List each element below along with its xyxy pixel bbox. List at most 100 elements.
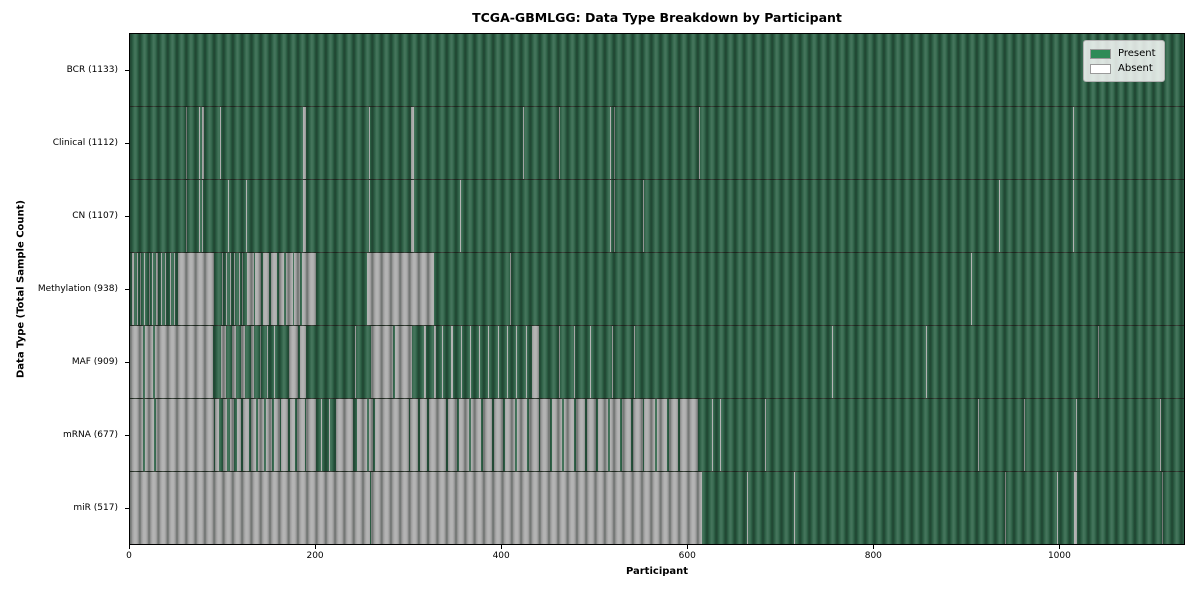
legend-item-absent: Absent (1090, 61, 1156, 76)
absent-segment (354, 326, 356, 398)
y-tick-label-mRNA: mRNA (677) (63, 430, 118, 441)
absent-segment (131, 253, 134, 325)
absent-segment (155, 326, 213, 398)
absent-segment (301, 253, 316, 325)
absent-segment (297, 399, 305, 471)
y-tick-mark (125, 289, 129, 290)
absent-segment (1004, 472, 1006, 544)
absent-segment (451, 326, 454, 398)
x-tick-label-0: 0 (126, 551, 132, 561)
absent-segment (228, 180, 230, 252)
y-tick-label-Clinical: Clinical (1112) (52, 137, 118, 148)
absent-segment (613, 107, 615, 179)
absent-segment (232, 326, 236, 398)
absent-segment (302, 107, 306, 179)
absent-segment (165, 253, 167, 325)
y-tick-label-Methylation: Methylation (938) (37, 284, 118, 294)
y-tick-label-miR: miR (517) (73, 503, 118, 514)
absent-segment (273, 326, 275, 398)
absent-segment (368, 180, 370, 252)
absent-segment (246, 180, 248, 252)
absent-swatch (1090, 63, 1111, 74)
absent-segment (644, 399, 655, 471)
absent-segment (1056, 472, 1058, 544)
absent-segment (156, 253, 158, 325)
absent-segment (258, 399, 264, 471)
absent-segment (356, 399, 367, 471)
absent-segment (288, 326, 299, 398)
absent-segment (622, 399, 632, 471)
absent-segment (371, 326, 393, 398)
absent-segment (202, 180, 204, 252)
absent-segment (173, 253, 175, 325)
absent-segment (633, 399, 643, 471)
absent-segment (130, 472, 306, 544)
absent-segment (185, 180, 187, 252)
absent-segment (394, 326, 413, 398)
legend-item-present: Present (1090, 46, 1156, 61)
absent-segment (509, 253, 511, 325)
absent-segment (469, 326, 471, 398)
absent-segment (306, 399, 316, 471)
absent-segment (559, 326, 561, 398)
absent-segment (302, 180, 306, 252)
absent-segment (447, 399, 457, 471)
absent-segment (424, 326, 427, 398)
absent-segment (699, 107, 701, 179)
absent-segment (610, 107, 612, 179)
y-tick-mark (125, 508, 129, 510)
y-tick-mark (125, 142, 129, 144)
x-tick-mark (501, 545, 503, 549)
heatmap-row-MAF (130, 326, 1184, 399)
absent-segment (185, 107, 187, 179)
absent-segment (517, 399, 528, 471)
absent-segment (575, 399, 586, 471)
absent-segment (1074, 472, 1078, 544)
legend: Present Absent (1083, 40, 1165, 82)
absent-segment (236, 399, 242, 471)
y-tick-label-CN: CN (1107) (72, 210, 118, 221)
absent-segment (262, 253, 270, 325)
absent-segment (1024, 399, 1026, 471)
legend-label-present: Present (1118, 48, 1156, 59)
absent-segment (746, 472, 748, 544)
absent-segment (470, 399, 481, 471)
absent-segment (598, 399, 609, 471)
absent-segment (971, 253, 973, 325)
legend-label-absent: Absent (1118, 63, 1153, 74)
absent-segment (522, 107, 524, 179)
absent-segment (712, 399, 714, 471)
absent-segment (832, 326, 834, 398)
absent-segment (411, 180, 415, 252)
absent-segment (255, 253, 261, 325)
absent-segment (368, 107, 370, 179)
heatmap-row-Methylation (130, 253, 1184, 326)
absent-segment (368, 399, 374, 471)
absent-segment (201, 107, 203, 179)
absent-segment (429, 399, 446, 471)
y-tick-label-BCR: BCR (1133) (66, 64, 118, 75)
absent-segment (265, 399, 273, 471)
absent-segment (442, 326, 444, 398)
heatmap-row-BCR (130, 34, 1184, 107)
absent-segment (278, 253, 285, 325)
absent-segment (925, 326, 927, 398)
y-tick-mark (125, 215, 129, 217)
absent-segment (169, 253, 171, 325)
absent-segment (411, 107, 415, 179)
x-tick-mark (1059, 545, 1061, 549)
absent-segment (230, 253, 232, 325)
x-tick-label-400: 400 (492, 551, 510, 561)
absent-segment (999, 180, 1001, 252)
absent-segment (1073, 180, 1075, 252)
absent-segment (130, 326, 143, 398)
absent-segment (328, 399, 330, 471)
absent-segment (1097, 326, 1099, 398)
absent-segment (215, 399, 220, 471)
absent-segment (634, 326, 636, 398)
absent-segment (243, 399, 249, 471)
absent-segment (148, 253, 150, 325)
absent-segment (529, 399, 539, 471)
heatmap-row-mRNA (130, 399, 1184, 472)
absent-segment (586, 399, 597, 471)
